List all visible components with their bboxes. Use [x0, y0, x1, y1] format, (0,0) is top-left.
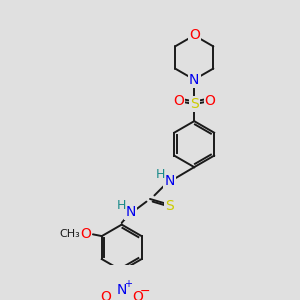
- Text: O: O: [80, 227, 91, 241]
- Text: H: H: [117, 199, 126, 212]
- Text: N: N: [116, 283, 127, 297]
- Text: N: N: [164, 174, 175, 188]
- Text: S: S: [190, 97, 199, 111]
- Text: N: N: [189, 73, 200, 87]
- Text: S: S: [165, 199, 174, 213]
- Text: O: O: [189, 28, 200, 42]
- Text: CH₃: CH₃: [60, 229, 80, 239]
- Text: N: N: [125, 205, 136, 219]
- Text: −: −: [140, 285, 150, 298]
- Text: O: O: [205, 94, 216, 108]
- Text: O: O: [173, 94, 184, 108]
- Text: H: H: [156, 168, 165, 181]
- Text: O: O: [100, 290, 111, 300]
- Text: O: O: [132, 290, 143, 300]
- Text: +: +: [124, 279, 132, 289]
